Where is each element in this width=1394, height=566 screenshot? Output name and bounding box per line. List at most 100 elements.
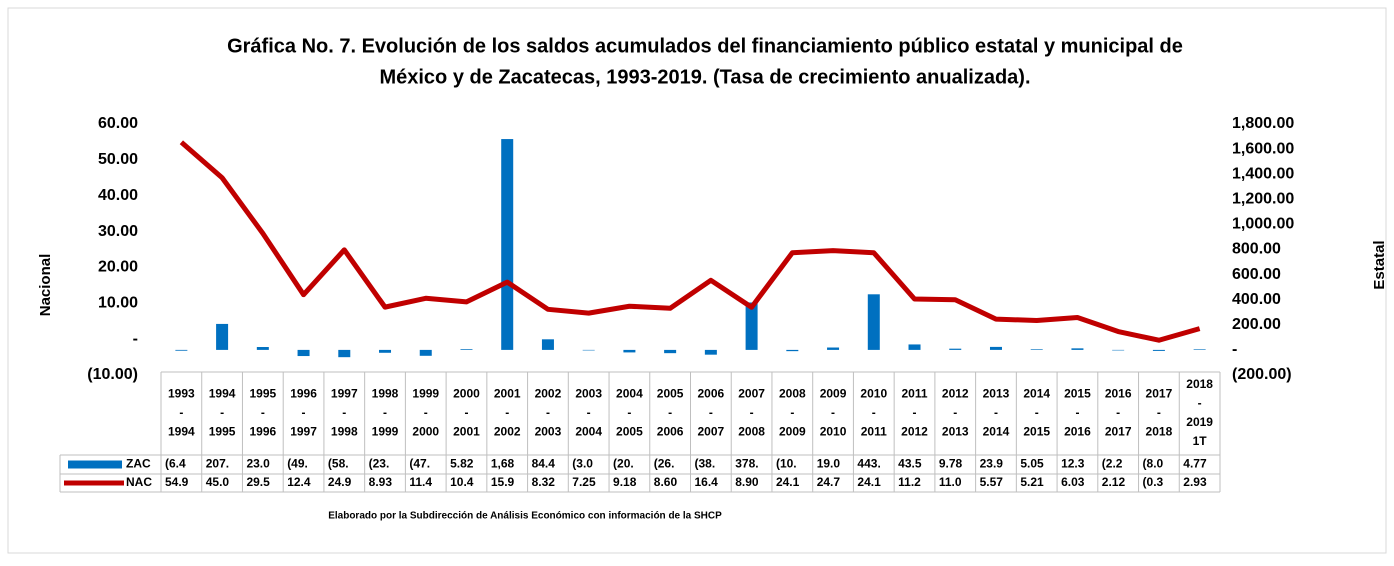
x-tick-label: 2014 [983, 425, 1010, 439]
table-cell: (0.3 [1143, 475, 1164, 489]
x-tick-label: - [464, 406, 468, 420]
x-tick-label: - [668, 406, 672, 420]
table-cell: 1,68 [491, 457, 515, 471]
bar [623, 349, 636, 353]
x-tick-label: 2007 [738, 387, 765, 401]
x-tick-label: 2009 [820, 387, 847, 401]
table-cell: 8.90 [735, 475, 759, 489]
x-tick-label: 2010 [860, 387, 887, 401]
x-tick-label: - [627, 406, 631, 420]
x-tick-label: 1999 [372, 425, 399, 439]
bar [1071, 348, 1084, 350]
bar [582, 349, 595, 351]
y2-tick-label: 1,600.00 [1232, 140, 1294, 157]
x-tick-label: 2017 [1146, 387, 1173, 401]
x-tick-label: 1996 [290, 387, 317, 401]
y2-tick-label: 600.00 [1232, 266, 1281, 283]
chart-title: Gráfica No. 7. Evolución de los saldos a… [227, 35, 1183, 57]
x-tick-label: 2000 [412, 425, 439, 439]
table-cell: (8.0 [1143, 457, 1164, 471]
x-tick-label: - [424, 406, 428, 420]
chart-title: México y de Zacatecas, 1993-2019. (Tasa … [379, 66, 1030, 88]
bar [786, 349, 799, 352]
x-tick-label: 2004 [575, 425, 602, 439]
table-cell: 6.03 [1061, 475, 1085, 489]
x-tick-label: 1996 [249, 425, 276, 439]
line [179, 140, 1201, 343]
table-cell: 29.5 [246, 475, 270, 489]
bar [1030, 349, 1043, 350]
x-tick-label: 1999 [412, 387, 439, 401]
legend-label: ZAC [126, 457, 151, 471]
legend-key [68, 460, 122, 469]
y-tick-label: 50.00 [98, 151, 138, 168]
bar [338, 349, 351, 358]
bar [419, 349, 432, 356]
table-cell: 24.1 [776, 475, 800, 489]
x-tick-label: 2001 [494, 387, 521, 401]
x-tick-label: - [913, 406, 917, 420]
table-cell: 11.2 [898, 475, 921, 489]
x-tick-label: - [872, 406, 876, 420]
bar [541, 339, 554, 350]
x-tick-label: 2015 [1064, 387, 1091, 401]
table-cell: 8.32 [532, 475, 556, 489]
x-tick-label: 2019 [1186, 415, 1213, 429]
table-cell: 12.3 [1061, 457, 1085, 471]
table-cell: 24.9 [328, 475, 352, 489]
x-tick-label: 2003 [575, 387, 602, 401]
x-tick-label: 2001 [453, 425, 480, 439]
x-tick-label: - [1075, 406, 1079, 420]
x-tick-label: 2004 [616, 387, 643, 401]
x-tick-label: - [546, 406, 550, 420]
bar [1193, 349, 1206, 350]
x-tick-label: 2013 [983, 387, 1010, 401]
table-cell: 207. [206, 457, 229, 471]
y2-tick-label: 200.00 [1232, 316, 1281, 333]
y-tick-label: 60.00 [98, 115, 138, 132]
bar [867, 294, 880, 350]
y2-tick-label: 1,800.00 [1232, 115, 1294, 132]
x-tick-label: - [750, 406, 754, 420]
x-tick-label: 2017 [1105, 425, 1132, 439]
x-tick-label: 2000 [453, 387, 480, 401]
table-cell: 8.60 [654, 475, 678, 489]
x-tick-label: 2005 [616, 425, 643, 439]
x-tick-label: 2016 [1064, 425, 1091, 439]
x-tick-label: - [1035, 406, 1039, 420]
x-tick-label: 2008 [779, 387, 806, 401]
x-tick-label: 2013 [942, 425, 969, 439]
table-cell: (2.2 [1102, 457, 1123, 471]
bar [664, 349, 677, 354]
bar [460, 349, 473, 350]
x-tick-label: 2011 [901, 387, 927, 401]
table-cell: (49. [287, 457, 308, 471]
table-cell: 5.05 [1020, 457, 1044, 471]
table-cell: 4.77 [1183, 457, 1207, 471]
x-tick-label: - [790, 406, 794, 420]
table-cell: (3.0 [572, 457, 593, 471]
x-tick-label: 2011 [861, 425, 887, 439]
y-tick-label: (10.00) [87, 366, 138, 383]
table-cell: 45.0 [206, 475, 230, 489]
bar [704, 349, 717, 355]
table-cell: 10.4 [450, 475, 474, 489]
x-tick-label: 1994 [168, 425, 195, 439]
table-cell: 9.78 [939, 457, 963, 471]
table-cell: 12.4 [287, 475, 311, 489]
x-tick-label: 2005 [657, 387, 684, 401]
y2-tick-label: (200.00) [1232, 366, 1292, 383]
x-tick-label: 1998 [372, 387, 399, 401]
bar [379, 349, 392, 353]
x-tick-label: 2003 [535, 425, 562, 439]
y-tick-label: 20.00 [98, 259, 138, 276]
table-cell: 7.25 [572, 475, 596, 489]
bar [1152, 349, 1165, 351]
x-tick-label: 2006 [657, 425, 684, 439]
table-cell: 11.4 [409, 475, 432, 489]
table-cell: 23.0 [246, 457, 270, 471]
table-cell: 16.4 [695, 475, 719, 489]
x-tick-label: - [383, 406, 387, 420]
table-cell: 15.9 [491, 475, 515, 489]
x-tick-label: 2016 [1105, 387, 1132, 401]
